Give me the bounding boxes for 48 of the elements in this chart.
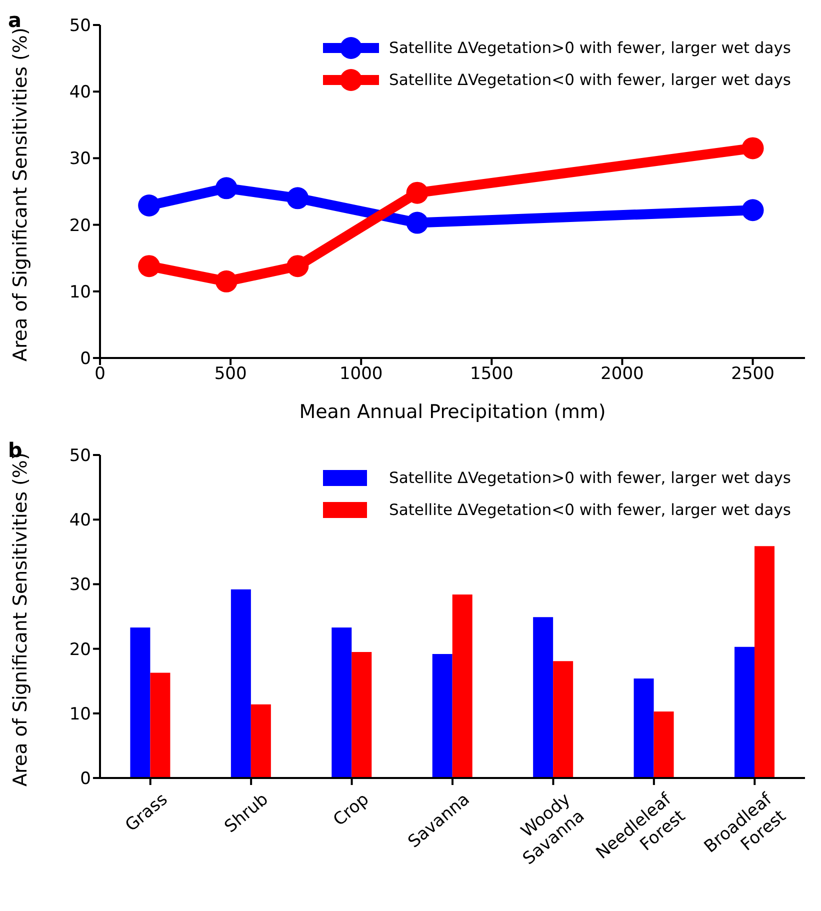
point (138, 194, 160, 216)
point (138, 255, 160, 278)
x-tick-label: 1000 (339, 364, 383, 384)
x-axis-title: Mean Annual Precipitation (mm) (299, 401, 606, 423)
bar (230, 589, 251, 778)
point (406, 212, 428, 234)
y-tick-label: 20 (69, 640, 91, 660)
x-tick-label: 0 (94, 364, 106, 384)
bar (150, 672, 170, 778)
y-tick-label: 50 (69, 446, 91, 466)
point (286, 187, 309, 210)
bar (452, 594, 472, 778)
bar (553, 661, 574, 778)
bar (130, 627, 150, 778)
bar (352, 652, 372, 778)
bar (332, 627, 352, 778)
legend-label: Satellite ΔVegetation>0 with fewer, larger wet days (389, 39, 791, 57)
bar (250, 704, 271, 778)
y-tick-label: 10 (69, 282, 91, 302)
legend-label: Satellite ΔVegetation<0 with fewer, larger wet days (389, 501, 791, 519)
point (406, 182, 428, 204)
bar (754, 546, 774, 778)
point (215, 177, 238, 200)
bar (533, 617, 554, 778)
y-tick-label: 50 (69, 16, 91, 36)
y-tick-label: 40 (69, 82, 91, 103)
point (286, 255, 309, 278)
y-tick-label: 40 (69, 510, 91, 531)
point (742, 199, 764, 222)
y-tick-label: 10 (69, 704, 91, 724)
legend-label: Satellite ΔVegetation<0 with fewer, larger wet days (389, 71, 791, 89)
x-tick-label: 2000 (600, 364, 644, 384)
legend-label: Satellite ΔVegetation>0 with fewer, larger wet days (389, 469, 791, 487)
point (742, 137, 764, 160)
y-tick-label: 0 (80, 769, 91, 790)
x-tick-label: Crop (330, 790, 373, 830)
point (215, 270, 238, 292)
x-tick-label: 1500 (470, 364, 514, 384)
y-tick-label: 20 (69, 216, 91, 236)
x-tick-label: 2500 (731, 364, 774, 384)
bar (734, 646, 754, 778)
bar (634, 678, 654, 778)
x-tick-label: 500 (214, 364, 247, 384)
y-tick-label: 30 (69, 575, 91, 596)
y-tick-label: 0 (80, 349, 91, 370)
bar (432, 654, 452, 778)
bar (654, 711, 674, 778)
y-tick-label: 30 (69, 149, 91, 170)
